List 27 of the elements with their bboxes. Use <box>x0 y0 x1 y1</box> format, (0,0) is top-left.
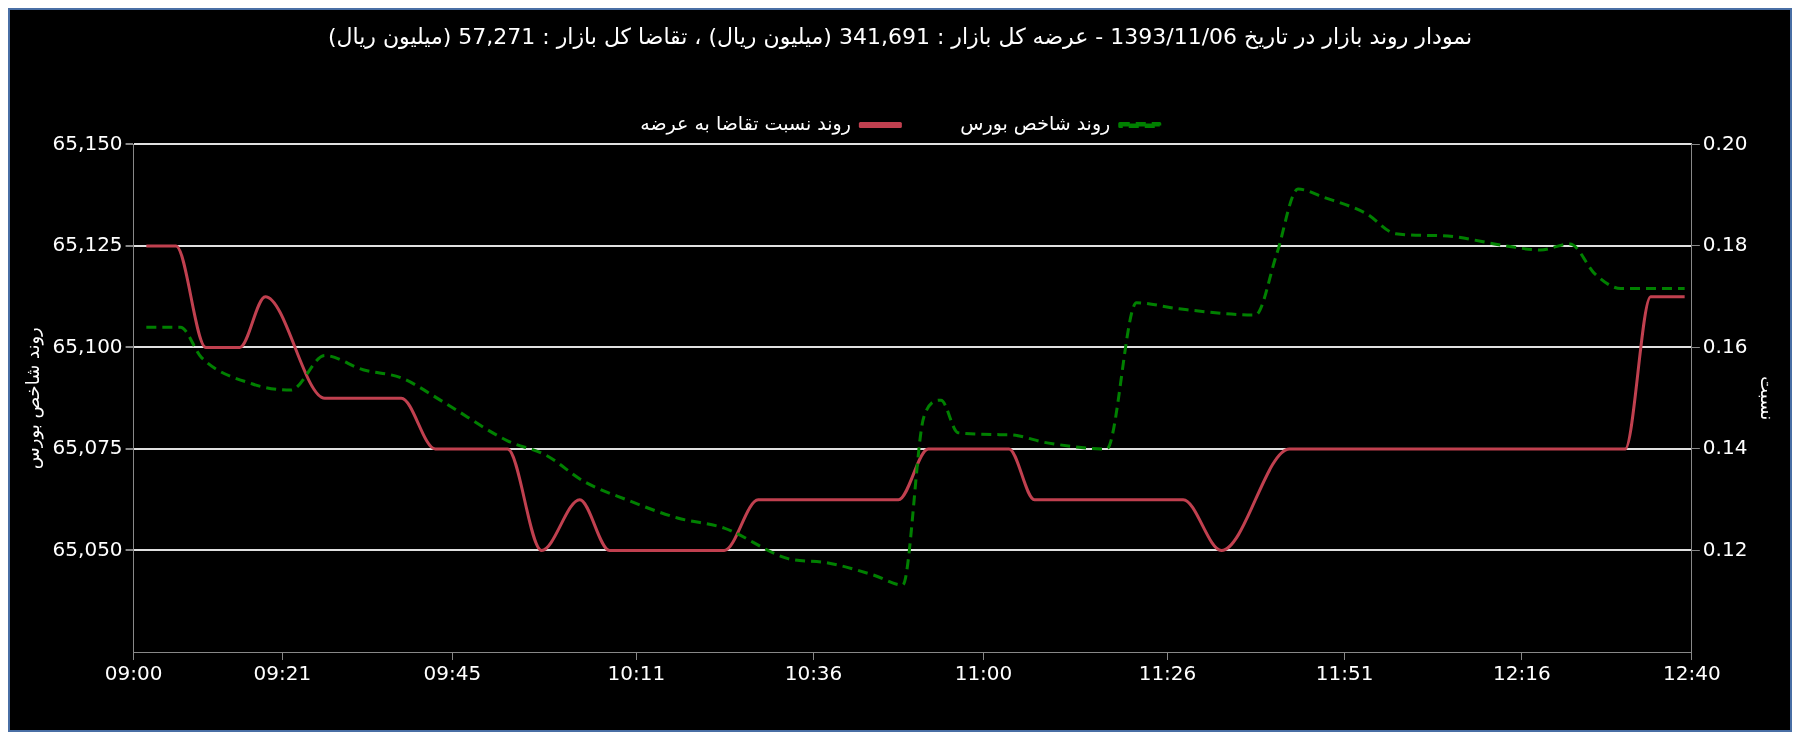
y2-axis-title: نسبت <box>1756 376 1778 421</box>
line-series <box>144 244 1687 552</box>
y2-tick-label: 0.14 <box>1702 435 1748 460</box>
y2-tick-label: 0.12 <box>1702 536 1748 561</box>
x-tick-label: 12:40 <box>1663 661 1721 686</box>
y-axis-title: روند شاخص بورس <box>22 327 45 470</box>
legend-label: روند شاخص بورس <box>960 111 1111 135</box>
y-tick-label: 65,050 <box>52 536 123 561</box>
y-tick-label: 65,125 <box>52 232 123 257</box>
y-tick-label: 65,150 <box>52 130 123 155</box>
y-tick-label: 65,075 <box>52 435 123 460</box>
x-tick-label: 11:00 <box>954 661 1013 686</box>
x-tick-label: 09:45 <box>423 661 482 686</box>
x-tick-label: 12:16 <box>1493 661 1551 686</box>
x-tick-label: 10:11 <box>607 661 666 686</box>
y2-tick-label: 0.20 <box>1702 130 1748 155</box>
y2-tick-label: 0.16 <box>1702 333 1748 358</box>
chart-title: نمودار روند بازار در تاریخ 1393/11/06 - عرضه کل بازار : 341,691 (میلیون ریال) ، تقاضا کل بازار : 57,271 (میلیون ریال) <box>327 23 1473 49</box>
legend-label: روند نسبت تقاضا به عرضه <box>640 111 851 135</box>
x-tick-label: 11:26 <box>1138 661 1197 686</box>
y2-tick-label: 0.18 <box>1702 232 1748 257</box>
x-tick-label: 09:00 <box>104 661 163 686</box>
line-series <box>144 187 1687 587</box>
x-tick-label: 09:21 <box>253 661 312 686</box>
x-tick-label: 10:36 <box>784 661 843 686</box>
x-tick-label: 11:51 <box>1315 661 1374 686</box>
y-tick-label: 65,100 <box>52 333 123 358</box>
